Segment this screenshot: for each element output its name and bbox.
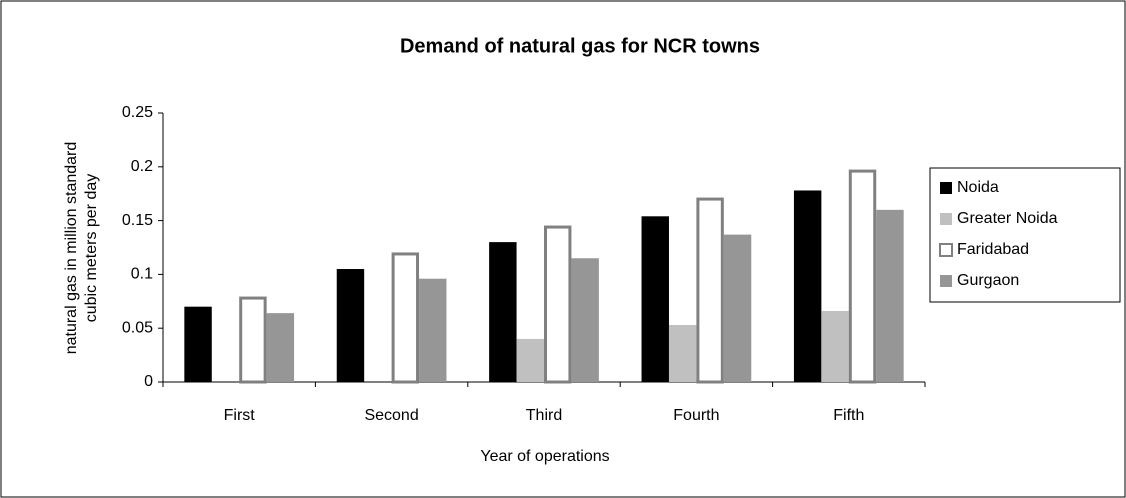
bar [266,313,295,382]
legend-label: Greater Noida [957,210,1058,227]
y-tick-label: 0.05 [122,319,153,336]
y-tick-label: 0.25 [122,104,153,121]
bar [336,269,365,382]
bar [391,252,420,384]
y-tick-label: 0 [144,373,153,390]
x-tick-label: Fourth [673,407,719,424]
legend-label: Faridabad [957,241,1029,258]
legend-swatch [939,243,953,257]
bar [419,278,447,382]
bar [544,225,572,384]
bar [723,234,752,382]
y-tick-label: 0.1 [131,266,153,283]
bar [696,197,724,384]
bar [848,169,877,384]
y-tick-label: 0.15 [122,212,153,229]
chart-title: Demand of natural gas for NCR towns [400,35,760,57]
legend-label: Noida [957,179,999,196]
y-tick-label: 0.2 [131,158,153,175]
bar [239,296,267,384]
y-axis-label: natural gas in million standard [63,142,80,355]
x-tick-label: First [224,407,256,424]
bar [641,216,669,382]
legend-swatch [940,275,952,287]
bar [876,209,904,382]
bar [184,306,212,382]
x-tick-label: Fifth [833,407,864,424]
legend-box [929,167,1121,303]
y-axis-label: cubic meters per day [83,174,100,323]
legend-label: Gurgaon [957,272,1019,289]
bar [516,338,544,382]
bar [793,190,822,382]
x-tick-label: Third [526,407,562,424]
legend-swatch [940,213,952,225]
y-axis-label-group: natural gas in million standard cubic me… [63,142,100,355]
legend-swatch [940,182,952,194]
bar [571,258,599,382]
bar [821,310,849,382]
bar [489,242,517,382]
bar [668,324,697,382]
x-tick-label: Second [364,407,418,424]
x-axis-label: Year of operations [480,448,609,465]
